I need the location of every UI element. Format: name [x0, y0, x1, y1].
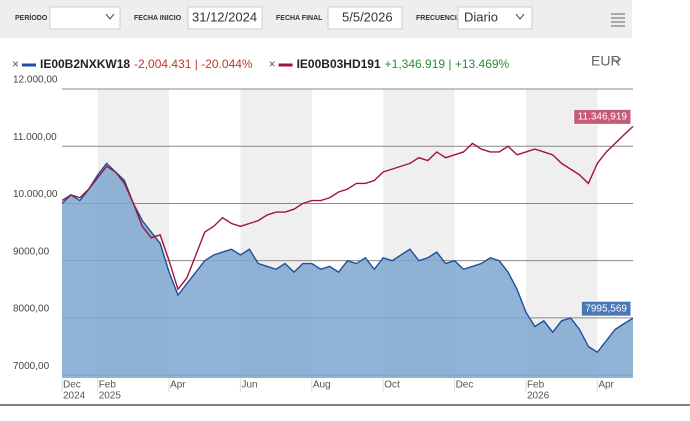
legend-name: IE00B03HD191 — [297, 57, 381, 71]
x-tick-year: 2026 — [527, 391, 550, 402]
freq-label: FRECUENCIA — [416, 15, 462, 22]
period-label: PERÍODO — [15, 13, 48, 22]
period-select[interactable] — [49, 6, 121, 30]
x-tick-label: Feb — [527, 380, 545, 391]
menu-icon[interactable] — [611, 13, 625, 27]
callout-label: 7995,569 — [585, 303, 627, 314]
x-tick-label: Feb — [99, 380, 117, 391]
y-tick-label: 8000,00 — [13, 304, 50, 315]
x-tick-label: Dec — [63, 380, 81, 391]
x-tick-year: 2025 — [99, 391, 122, 402]
x-tick-year: 2024 — [63, 391, 86, 402]
end-value: 5/5/2026 — [342, 9, 393, 24]
y-tick-label: 9000,00 — [13, 246, 50, 257]
legend-close: × — [269, 57, 276, 71]
callout-box — [580, 300, 632, 317]
x-tick-label: Aug — [313, 380, 331, 391]
callout-label: 11.346,919 — [578, 112, 628, 123]
chevron — [515, 13, 525, 20]
line — [61, 162, 634, 354]
area — [62, 163, 633, 378]
y-tick-label: 12.000,00 — [13, 75, 58, 86]
value-callout: 11.346,919 — [573, 108, 632, 125]
legend-close: × — [12, 57, 19, 71]
freq-select[interactable] — [457, 6, 533, 30]
y-tick-label: 10.000,00 — [13, 189, 58, 200]
legend-name: IE00B2NXKW18 — [40, 57, 130, 71]
x-tick-label: Apr — [598, 380, 614, 391]
chevron — [612, 57, 622, 64]
x-tick-label: Apr — [170, 380, 186, 391]
line — [61, 125, 634, 291]
x-tick-label: Dec — [456, 380, 474, 391]
callout-box — [573, 108, 632, 125]
value-callout: 7995,569 — [580, 300, 632, 317]
start-value: 31/12/2024 — [192, 9, 257, 24]
y-tick-label: 7000,00 — [13, 361, 50, 372]
legend-change: +1,346.919 | +13.469% — [385, 57, 510, 71]
freq-value: Diario — [464, 9, 498, 24]
start-label: FECHA INICIO — [134, 15, 182, 22]
legend-change: -2,004.431 | -20.044% — [134, 57, 253, 71]
x-tick-label: Jun — [241, 380, 257, 391]
y-tick-label: 11.000,00 — [13, 132, 57, 143]
start-input[interactable] — [187, 6, 263, 30]
end-input[interactable] — [327, 6, 403, 30]
chevron — [105, 13, 115, 20]
end-label: FECHA FINAL — [276, 15, 323, 22]
x-tick-label: Oct — [384, 380, 400, 391]
currency[interactable]: EUR — [591, 53, 621, 69]
